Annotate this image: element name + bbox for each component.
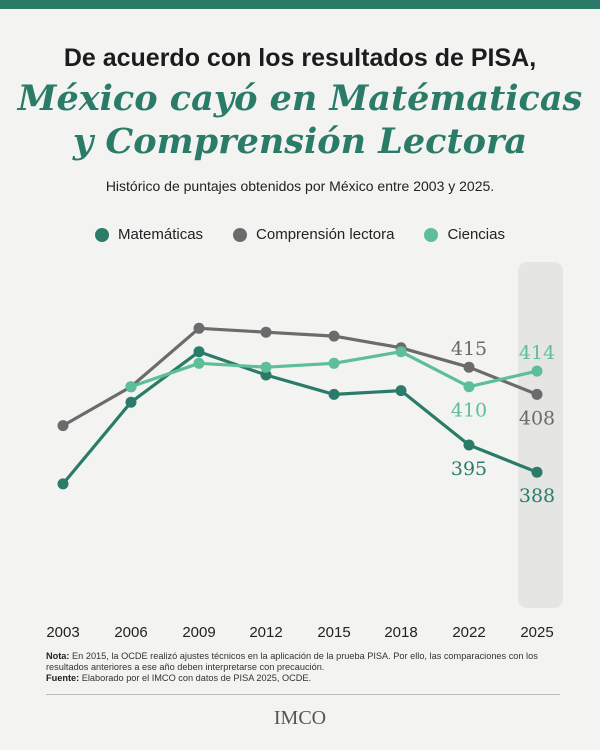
data-point-lectura-2015 bbox=[328, 330, 340, 342]
imco-logo: IMCO bbox=[273, 707, 327, 729]
x-tick-label: 2022 bbox=[452, 624, 485, 641]
data-point-ciencias-2009 bbox=[193, 357, 205, 369]
data-point-ciencias-2012 bbox=[260, 361, 272, 373]
x-tick-label: 2025 bbox=[520, 624, 553, 641]
data-point-lectura-2003 bbox=[57, 420, 69, 432]
data-point-matematicas-2006 bbox=[125, 396, 137, 408]
data-label: 410 bbox=[451, 400, 487, 422]
x-axis: 2003 2006 2009 2012 2015 2018 2022 2025 bbox=[46, 624, 553, 641]
legend-item-lectura: Comprensión lectora bbox=[233, 226, 394, 243]
note-label: Nota: bbox=[46, 651, 70, 661]
legend-label-lectura: Comprensión lectora bbox=[256, 226, 395, 243]
data-point-matematicas-2022 bbox=[463, 439, 475, 451]
x-tick-label: 2018 bbox=[384, 624, 417, 641]
x-tick-label: 2009 bbox=[182, 624, 215, 641]
annotation-layer: 415 408 410 414 395 388 bbox=[451, 338, 555, 507]
data-point-matematicas-2025 bbox=[531, 466, 543, 478]
data-point-matematicas-2012 bbox=[260, 369, 272, 381]
data-label: 388 bbox=[519, 485, 555, 507]
legend-dot-lectura bbox=[233, 227, 248, 242]
data-point-lectura-2022 bbox=[463, 361, 475, 373]
data-label: 395 bbox=[451, 458, 487, 480]
data-label: 408 bbox=[519, 407, 555, 429]
legend-dot-ciencias bbox=[424, 227, 439, 242]
footer-divider bbox=[46, 694, 560, 695]
x-tick-label: 2003 bbox=[46, 624, 79, 641]
legend-label-matematicas: Matemáticas bbox=[118, 226, 204, 243]
data-point-ciencias-2022 bbox=[463, 381, 475, 393]
note-text: En 2015, la OCDE realizó ajustes técnico… bbox=[46, 651, 538, 672]
series-layer bbox=[57, 322, 543, 490]
legend-item-matematicas: Matemáticas bbox=[95, 226, 203, 243]
data-point-lectura-2012 bbox=[260, 326, 272, 338]
data-point-ciencias-2025 bbox=[531, 365, 543, 377]
highlight-band-2025 bbox=[518, 262, 563, 608]
source-text: Elaborado por el IMCO con datos de PISA … bbox=[81, 673, 312, 683]
data-point-matematicas-2003 bbox=[57, 478, 69, 490]
x-tick-label: 2012 bbox=[249, 624, 282, 641]
data-point-matematicas-2009 bbox=[193, 346, 205, 358]
legend-label-ciencias: Ciencias bbox=[447, 226, 505, 243]
headline-line-3: y Comprensión Lectora bbox=[72, 121, 528, 162]
data-point-matematicas-2018 bbox=[395, 385, 407, 397]
series-line-lectura bbox=[62, 326, 538, 427]
data-point-ciencias-2006 bbox=[125, 381, 137, 393]
series-line-matematicas bbox=[61, 350, 538, 485]
headline-line-1: De acuerdo con los resultados de PISA, bbox=[63, 44, 537, 72]
data-point-lectura-2009 bbox=[193, 322, 205, 334]
data-point-ciencias-2018 bbox=[395, 346, 407, 358]
x-tick-label: 2006 bbox=[114, 624, 147, 641]
legend-dot-matematicas bbox=[95, 227, 110, 242]
footnote: Nota: En 2015, la OCDE realizó ajustes t… bbox=[46, 651, 566, 684]
top-accent-bar bbox=[0, 0, 600, 9]
chart-subtitle: Histórico de puntajes obtenidos por Méxi… bbox=[105, 178, 495, 194]
data-label: 415 bbox=[451, 338, 487, 360]
legend-item-ciencias: Ciencias bbox=[424, 226, 505, 243]
source-label: Fuente: bbox=[46, 673, 80, 683]
chart-legend: Matemáticas Comprensión lectora Ciencias bbox=[0, 226, 600, 243]
data-label: 414 bbox=[519, 342, 555, 364]
data-point-ciencias-2015 bbox=[328, 357, 340, 369]
x-tick-label: 2015 bbox=[317, 624, 350, 641]
data-point-matematicas-2015 bbox=[328, 388, 340, 400]
headline-line-2: México cayó en Matématicas bbox=[17, 78, 583, 119]
data-point-lectura-2025 bbox=[531, 388, 543, 400]
